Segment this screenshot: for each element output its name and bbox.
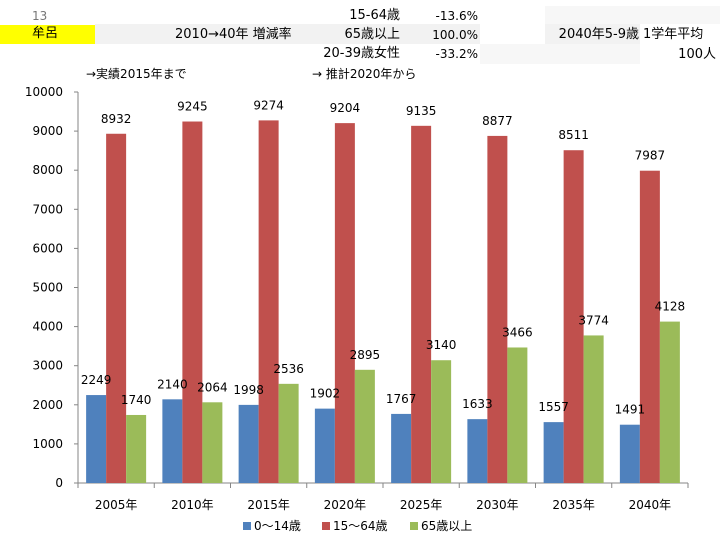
data-label-series2-3: 2895 [350, 348, 381, 362]
data-label-series0-2: 1998 [233, 383, 264, 397]
data-label-series0-5: 1633 [462, 397, 493, 411]
y-tick-label: 5000 [32, 281, 63, 295]
data-label-series2-1: 2064 [197, 380, 228, 394]
bar-series2-6 [583, 335, 604, 483]
data-label-series0-4: 1767 [386, 392, 417, 406]
y-tick-label: 7000 [32, 202, 63, 216]
metric1-value[interactable]: -13.6% [435, 9, 478, 23]
bar-series0-2 [238, 404, 259, 483]
data-label-series1-6: 8511 [558, 128, 589, 142]
metric2-value[interactable]: 100.0% [432, 28, 478, 42]
y-tick-label: 10000 [25, 85, 63, 99]
bar-series2-7 [659, 321, 680, 483]
metric3-value[interactable]: -33.2% [435, 47, 478, 61]
bar-series2-4 [431, 360, 452, 483]
data-label-series0-0: 2249 [81, 373, 112, 387]
bar-series0-6 [543, 422, 564, 483]
metric2-label[interactable]: 65歳以上 [344, 27, 400, 42]
data-label-series0-1: 2140 [157, 377, 188, 391]
bar-series1-0 [106, 133, 127, 484]
rate-title-cell[interactable]: 2010→40年 増減率 [175, 27, 292, 42]
bar-series1-7 [639, 170, 660, 483]
cell-shade-age [545, 24, 640, 44]
metric1-label[interactable]: 15-64歳 [349, 8, 400, 23]
bar-series1-1 [182, 121, 203, 483]
y-tick-label: 4000 [32, 320, 63, 334]
y-tick-label: 8000 [32, 163, 63, 177]
legend-swatch-series0 [243, 522, 251, 530]
data-label-series2-7: 4128 [655, 300, 686, 314]
note-actual: →実績2015年まで [86, 67, 187, 81]
place-name-cell[interactable]: 牟呂 [0, 25, 95, 44]
data-label-series0-6: 1557 [538, 400, 569, 414]
bar-series0-0 [86, 395, 107, 483]
bar-series1-3 [334, 123, 355, 483]
bar-series1-4 [411, 125, 432, 483]
x-tick-label: 2025年 [400, 498, 443, 512]
bar-series1-6 [563, 150, 584, 483]
x-tick-label: 2010年 [171, 498, 214, 512]
data-label-series1-7: 7987 [635, 149, 666, 163]
x-tick-label: 2040年 [629, 498, 672, 512]
y-tick-label: 2000 [32, 398, 63, 412]
data-label-series1-5: 8877 [482, 114, 513, 128]
data-label-series0-7: 1491 [615, 403, 646, 417]
y-tick-label: 0 [55, 476, 63, 490]
y-tick-label: 9000 [32, 124, 63, 138]
y-tick-label: 1000 [32, 437, 63, 451]
data-label-series1-2: 9274 [253, 98, 284, 112]
average-label-cell[interactable]: 1学年平均 [643, 27, 704, 42]
x-tick-label: 2030年 [476, 498, 519, 512]
legend-swatch-series1 [322, 522, 330, 530]
row-number: 13 [32, 9, 48, 23]
cell-shade-rate [95, 24, 480, 44]
y-tick-label: 6000 [32, 241, 63, 255]
metric3-label[interactable]: 20-39歳女性 [323, 46, 400, 61]
legend-swatch-series2 [410, 522, 418, 530]
bar-series1-5 [487, 135, 508, 483]
legend-label-series2: 65歳以上 [421, 519, 472, 533]
bar-series2-3 [354, 369, 375, 483]
x-tick-label: 2020年 [324, 498, 367, 512]
data-label-series1-1: 9245 [177, 100, 208, 114]
bar-series0-4 [391, 413, 412, 483]
bar-series0-7 [619, 424, 640, 483]
data-label-series2-2: 2536 [273, 362, 304, 376]
x-tick-label: 2015年 [247, 498, 290, 512]
x-tick-label: 2035年 [552, 498, 595, 512]
bar-series2-5 [507, 347, 528, 483]
note-forecast: → 推計2020年から [312, 67, 417, 81]
bar-series1-2 [258, 120, 279, 483]
data-label-series2-0: 1740 [121, 393, 152, 407]
y-tick-label: 3000 [32, 359, 63, 373]
data-label-series1-0: 8932 [101, 112, 132, 126]
bar-series2-0 [126, 414, 147, 483]
data-label-series2-6: 3774 [578, 313, 609, 327]
legend-label-series1: 15～64歳 [333, 519, 388, 533]
data-label-series0-3: 1902 [310, 387, 341, 401]
bar-series0-3 [314, 408, 335, 483]
legend-label-series0: 0～14歳 [254, 519, 301, 533]
bar-series2-2 [278, 383, 299, 483]
data-label-series2-5: 3466 [502, 325, 533, 339]
data-label-series2-4: 3140 [426, 338, 457, 352]
cell-shade-right3 [480, 44, 640, 64]
age-label-cell[interactable]: 2040年5-9歳 [558, 27, 639, 42]
cell-shade-right1 [545, 6, 720, 24]
average-value-cell[interactable]: 100人 [678, 47, 716, 62]
data-label-series1-4: 9135 [406, 104, 437, 118]
bar-series0-1 [162, 399, 183, 483]
bar-series0-5 [467, 419, 488, 483]
bar-series2-1 [202, 402, 223, 483]
x-tick-label: 2005年 [95, 498, 138, 512]
data-label-series1-3: 9204 [330, 101, 361, 115]
